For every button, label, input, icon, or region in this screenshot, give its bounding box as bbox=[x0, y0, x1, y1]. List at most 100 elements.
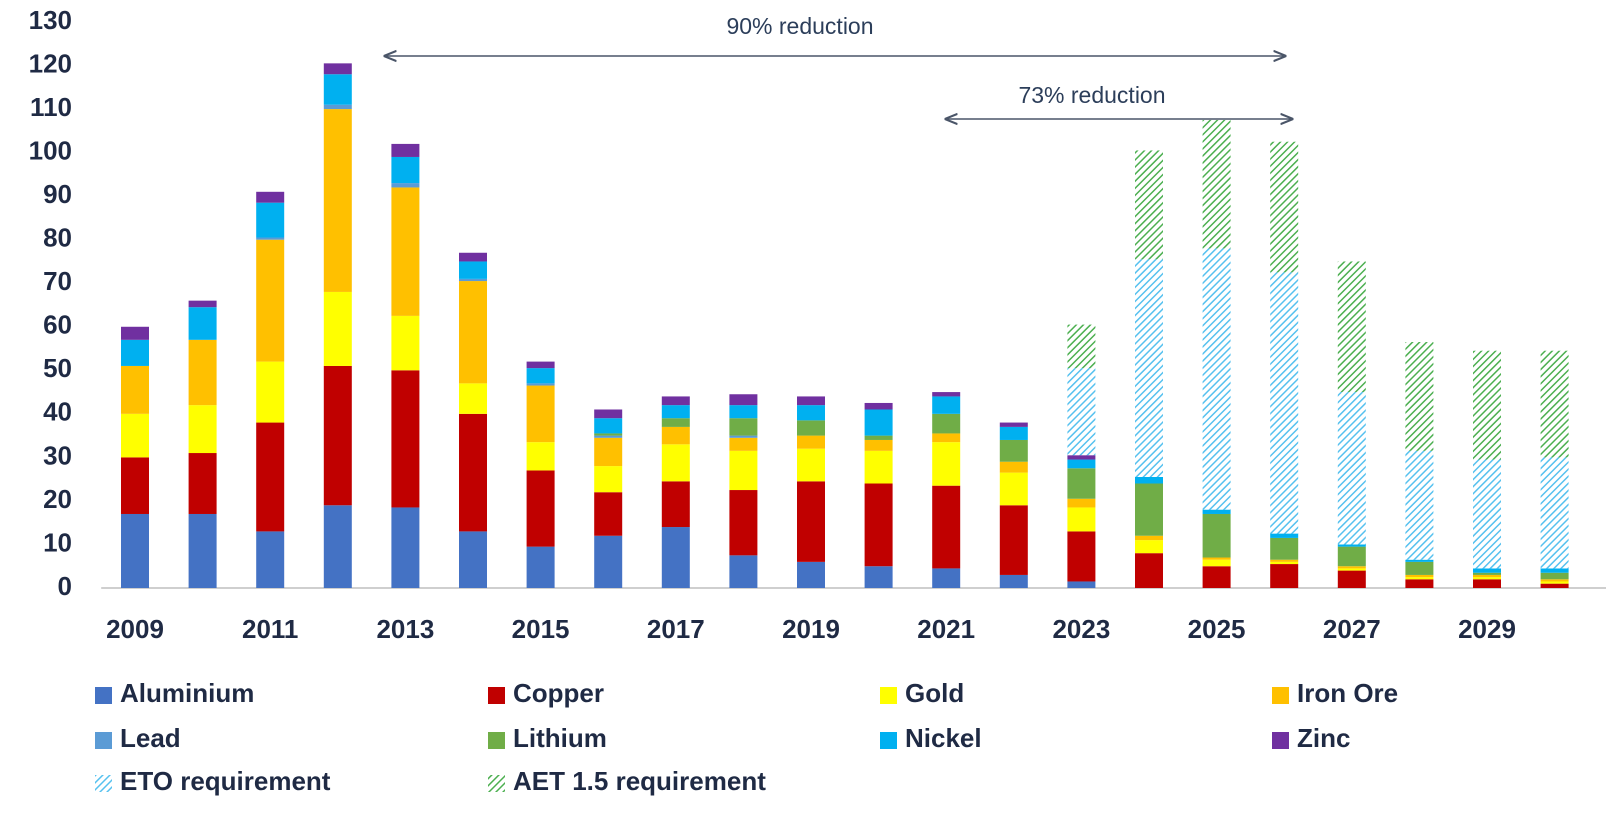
bar-segment bbox=[661, 396, 690, 406]
x-tick-label: 2023 bbox=[1052, 614, 1110, 644]
bar-segment bbox=[797, 481, 825, 562]
bar-segment bbox=[1270, 141, 1299, 273]
bar-segment bbox=[256, 202, 285, 238]
bar-segment bbox=[1337, 566, 1366, 569]
bar-segment bbox=[1270, 559, 1299, 562]
bar-segment bbox=[1202, 557, 1231, 560]
x-tick-label: 2019 bbox=[782, 614, 840, 644]
legend-label: AET 1.5 requirement bbox=[513, 766, 766, 796]
bar-segment bbox=[797, 420, 825, 436]
legend-label: Nickel bbox=[905, 723, 982, 753]
bar-segment bbox=[999, 505, 1028, 575]
bar-segment bbox=[459, 281, 487, 384]
bar-segment bbox=[729, 450, 758, 491]
legend-swatch bbox=[95, 687, 112, 704]
legend-swatch bbox=[95, 732, 112, 749]
bar-segment bbox=[1473, 579, 1501, 588]
bar-segment bbox=[999, 422, 1028, 427]
legend-label: ETO requirement bbox=[120, 766, 331, 796]
y-tick-label: 30 bbox=[43, 440, 72, 470]
bar-segment bbox=[121, 513, 149, 588]
bar-segment bbox=[1337, 546, 1366, 567]
bar-segment bbox=[729, 405, 758, 419]
annotation: 73% reduction bbox=[1018, 82, 1165, 108]
bar-segment bbox=[1270, 561, 1299, 565]
bar-segment bbox=[932, 392, 961, 397]
x-tick-label: 2021 bbox=[917, 614, 975, 644]
bar-segment bbox=[1270, 537, 1299, 560]
y-tick-label: 40 bbox=[43, 397, 72, 427]
bar-segment bbox=[1540, 350, 1569, 458]
x-tick-label: 2025 bbox=[1188, 614, 1246, 644]
bar-segment bbox=[661, 481, 690, 528]
bar-segment bbox=[661, 527, 690, 588]
bar-segment bbox=[323, 104, 352, 110]
bar-segment bbox=[1067, 468, 1096, 499]
bar-segment bbox=[323, 505, 352, 588]
bar-segment bbox=[729, 418, 758, 436]
bar-segment bbox=[1337, 261, 1366, 393]
bar-segment bbox=[932, 485, 961, 569]
bar-segment bbox=[188, 339, 217, 406]
bar-segment bbox=[1202, 509, 1231, 514]
bar-segment bbox=[1405, 577, 1434, 580]
bar-segment bbox=[1540, 457, 1569, 569]
bar-segment bbox=[188, 453, 217, 514]
bar-segment bbox=[661, 418, 690, 427]
bar-segment bbox=[1540, 581, 1569, 584]
bar-segment bbox=[1473, 568, 1501, 573]
bar-segment bbox=[1202, 566, 1231, 588]
bar-segment bbox=[729, 437, 758, 451]
bar-segment bbox=[1337, 568, 1366, 571]
bar-segment bbox=[256, 191, 285, 203]
bar-segment bbox=[797, 448, 825, 482]
x-tick-label: 2027 bbox=[1323, 614, 1381, 644]
bar-segment bbox=[729, 394, 758, 406]
bar-segment bbox=[1135, 535, 1163, 541]
bar-segment bbox=[999, 439, 1028, 462]
bar-segment bbox=[459, 413, 487, 532]
y-tick-label: 20 bbox=[43, 484, 72, 514]
bar-segment bbox=[526, 385, 555, 443]
bar-segment bbox=[1270, 272, 1299, 534]
bar-segment bbox=[999, 472, 1028, 506]
legend-label: Gold bbox=[905, 678, 964, 708]
bar-segment bbox=[864, 409, 893, 436]
bar-segment bbox=[932, 396, 961, 414]
y-tick-label: 10 bbox=[43, 527, 72, 557]
bar-segment bbox=[1405, 559, 1434, 562]
bar-segment bbox=[256, 422, 285, 532]
legend-label: Zinc bbox=[1297, 723, 1350, 753]
bar-segment bbox=[188, 405, 217, 454]
bar-segment bbox=[1337, 570, 1366, 588]
bar-segment bbox=[594, 466, 623, 493]
bar-segment bbox=[1337, 544, 1366, 547]
bar-segment bbox=[1067, 455, 1096, 460]
x-tick-label: 2017 bbox=[647, 614, 705, 644]
annotation: 90% reduction bbox=[726, 13, 873, 39]
bar-segment bbox=[864, 439, 893, 451]
bar-segment bbox=[594, 418, 623, 434]
bar-segment bbox=[594, 535, 623, 588]
legend-label: Iron Ore bbox=[1297, 678, 1398, 708]
bar-segment bbox=[797, 396, 825, 406]
bar-segment bbox=[256, 361, 285, 423]
bar-segment bbox=[391, 507, 420, 588]
bar-segment bbox=[121, 457, 149, 514]
bar-segment bbox=[1540, 572, 1569, 580]
bar-segment bbox=[1067, 581, 1096, 588]
bar-segment bbox=[1067, 459, 1096, 469]
bar-segment bbox=[526, 442, 555, 471]
bar-segment bbox=[1135, 540, 1163, 554]
legend-swatch bbox=[880, 732, 897, 749]
bar-segment bbox=[1337, 392, 1366, 545]
bar-segment bbox=[932, 568, 961, 588]
bar-segment bbox=[459, 252, 487, 262]
bar-segment bbox=[1067, 507, 1096, 532]
bar-segment bbox=[1135, 150, 1163, 260]
bar-segment bbox=[1135, 553, 1163, 588]
legend-label: Copper bbox=[513, 678, 604, 708]
y-tick-label: 100 bbox=[29, 135, 72, 165]
bar-segment bbox=[526, 383, 555, 386]
bar-segment bbox=[459, 383, 487, 414]
